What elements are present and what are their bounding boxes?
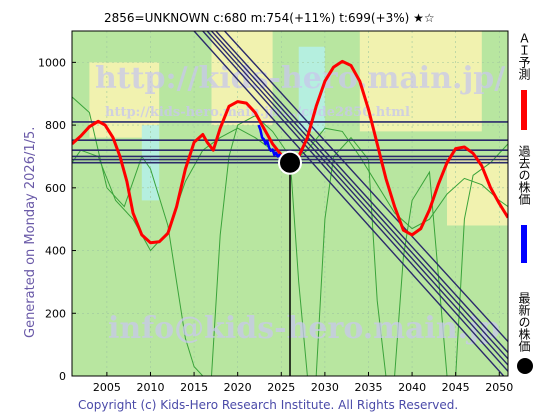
y-tick-label-600: 600	[45, 182, 66, 195]
legend-latest-dot	[517, 358, 533, 374]
copyright-text: Copyright (c) Kids-Hero Research Institu…	[78, 398, 458, 412]
legend-ai-swatch	[521, 90, 527, 130]
legend-ai-label: ＡＩ予測	[517, 32, 531, 81]
green-curve-0	[72, 96, 508, 376]
y-tick-label-200: 200	[45, 307, 66, 320]
y-tick-label-800: 800	[45, 119, 66, 132]
legend-latest-label: 最新の株価	[517, 292, 531, 352]
watermark-page: http://kids-hero.main.jp/.../code2856.ht…	[105, 105, 410, 120]
band-yellow-3	[359, 31, 482, 132]
plot-area: http://kids-hero.main.jp/ http://kids-he…	[72, 31, 508, 376]
channel-line-1	[202, 31, 508, 372]
x-tick-label-2040: 2040	[398, 381, 426, 394]
channel-line-3	[211, 31, 508, 360]
chart-title: 2856=UNKNOWN c:680 m:754(+11%) t:699(+3%…	[104, 11, 435, 25]
band-cyan-6	[298, 46, 325, 132]
legend: ＡＩ予測 過去の株価 最新の株価	[517, 32, 533, 374]
channel-line-4	[215, 31, 508, 353]
channel-line-2	[206, 31, 508, 366]
channel-line-5	[224, 31, 508, 342]
x-tick-label-2020: 2020	[224, 381, 252, 394]
legend-past-swatch	[521, 225, 527, 263]
x-tick-label-2025: 2025	[267, 381, 295, 394]
legend-past-label: 過去の株価	[517, 145, 531, 205]
y-tick-label-0: 0	[59, 370, 66, 383]
y-tick-label-400: 400	[45, 245, 66, 258]
channel-line-0	[193, 31, 505, 376]
y-axis-ticks: 0 200 400 600 800 1000	[38, 56, 76, 383]
trend-channel-lines	[193, 31, 508, 376]
x-tick-label-2010: 2010	[136, 381, 164, 394]
x-tick-label-2030: 2030	[311, 381, 339, 394]
x-tick-label-2005: 2005	[93, 381, 121, 394]
watermark-site: http://kids-hero.main.jp/	[95, 61, 505, 96]
y-tick-label-1000: 1000	[38, 56, 66, 69]
x-axis-ticks: 2005 2010 2015 2020 2025 2030 2035 2040 2045 2050	[93, 372, 513, 394]
generated-date-label: Generated on Monday 2026/1/5.	[23, 127, 38, 338]
x-tick-label-2050: 2050	[485, 381, 513, 394]
x-tick-label-2015: 2015	[180, 381, 208, 394]
watermark-email: info@kids-hero.main.jp	[108, 311, 500, 346]
band-yellow-4	[447, 156, 508, 226]
latest-price-dot	[278, 150, 302, 175]
watermarks: http://kids-hero.main.jp/ http://kids-he…	[95, 61, 505, 346]
latest-price-marker	[278, 150, 302, 376]
x-tick-label-2035: 2035	[354, 381, 382, 394]
plot-frame	[71, 30, 509, 377]
x-tick-label-2045: 2045	[442, 381, 470, 394]
